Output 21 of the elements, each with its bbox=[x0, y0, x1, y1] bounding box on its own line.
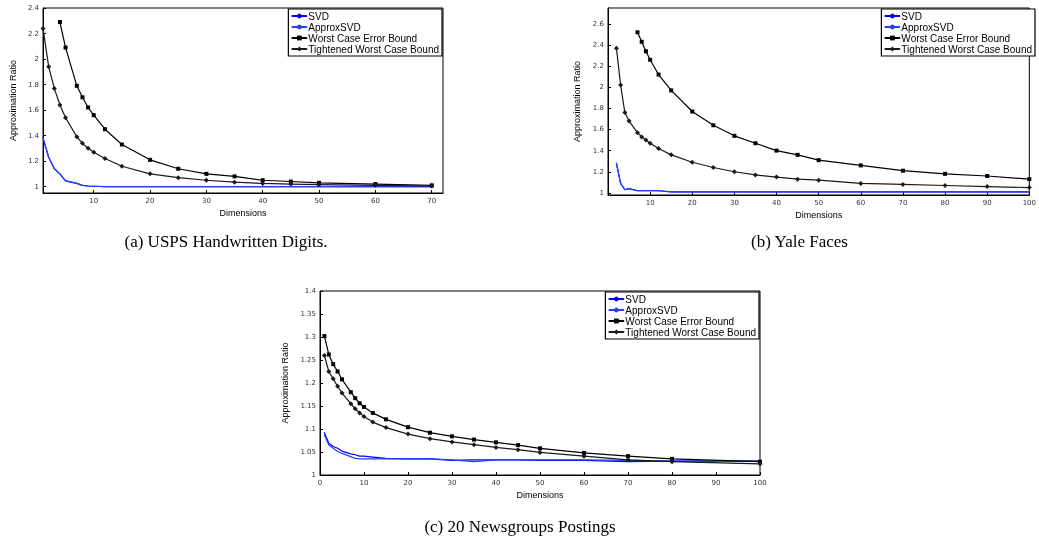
legend-label: ApproxSVD bbox=[625, 304, 678, 316]
legend-label: SVD bbox=[901, 10, 922, 22]
legend-label: Worst Case Error Bound bbox=[308, 32, 418, 44]
text: (a) USPS Handwritten Digits. bbox=[124, 232, 328, 251]
legend-label: ApproxSVD bbox=[308, 21, 361, 33]
legend-label: SVD bbox=[625, 293, 646, 305]
legend-label: Tightened Worst Case Bound bbox=[901, 43, 1033, 55]
legend-label: Tightened Worst Case Bound bbox=[308, 43, 440, 55]
x-axis-title: Dimensions bbox=[795, 210, 843, 221]
text: (c) 20 Newsgroups Postings bbox=[424, 517, 616, 536]
x-axis-title: Dimensions bbox=[516, 490, 564, 501]
legend-label: SVD bbox=[308, 10, 329, 22]
text: (b) Yale Faces bbox=[751, 232, 848, 251]
legend-label: Worst Case Error Bound bbox=[901, 32, 1011, 44]
legend-label: ApproxSVD bbox=[901, 21, 954, 33]
y-axis-title: Approximation Ratio bbox=[572, 60, 583, 143]
legend-label: Tightened Worst Case Bound bbox=[625, 326, 757, 338]
y-axis-title: Approximation Ratio bbox=[7, 59, 18, 142]
x-axis-title: Dimensions bbox=[219, 208, 268, 219]
y-axis-title: Approximation Ratio bbox=[280, 342, 291, 424]
legend-label: Worst Case Error Bound bbox=[625, 315, 735, 327]
